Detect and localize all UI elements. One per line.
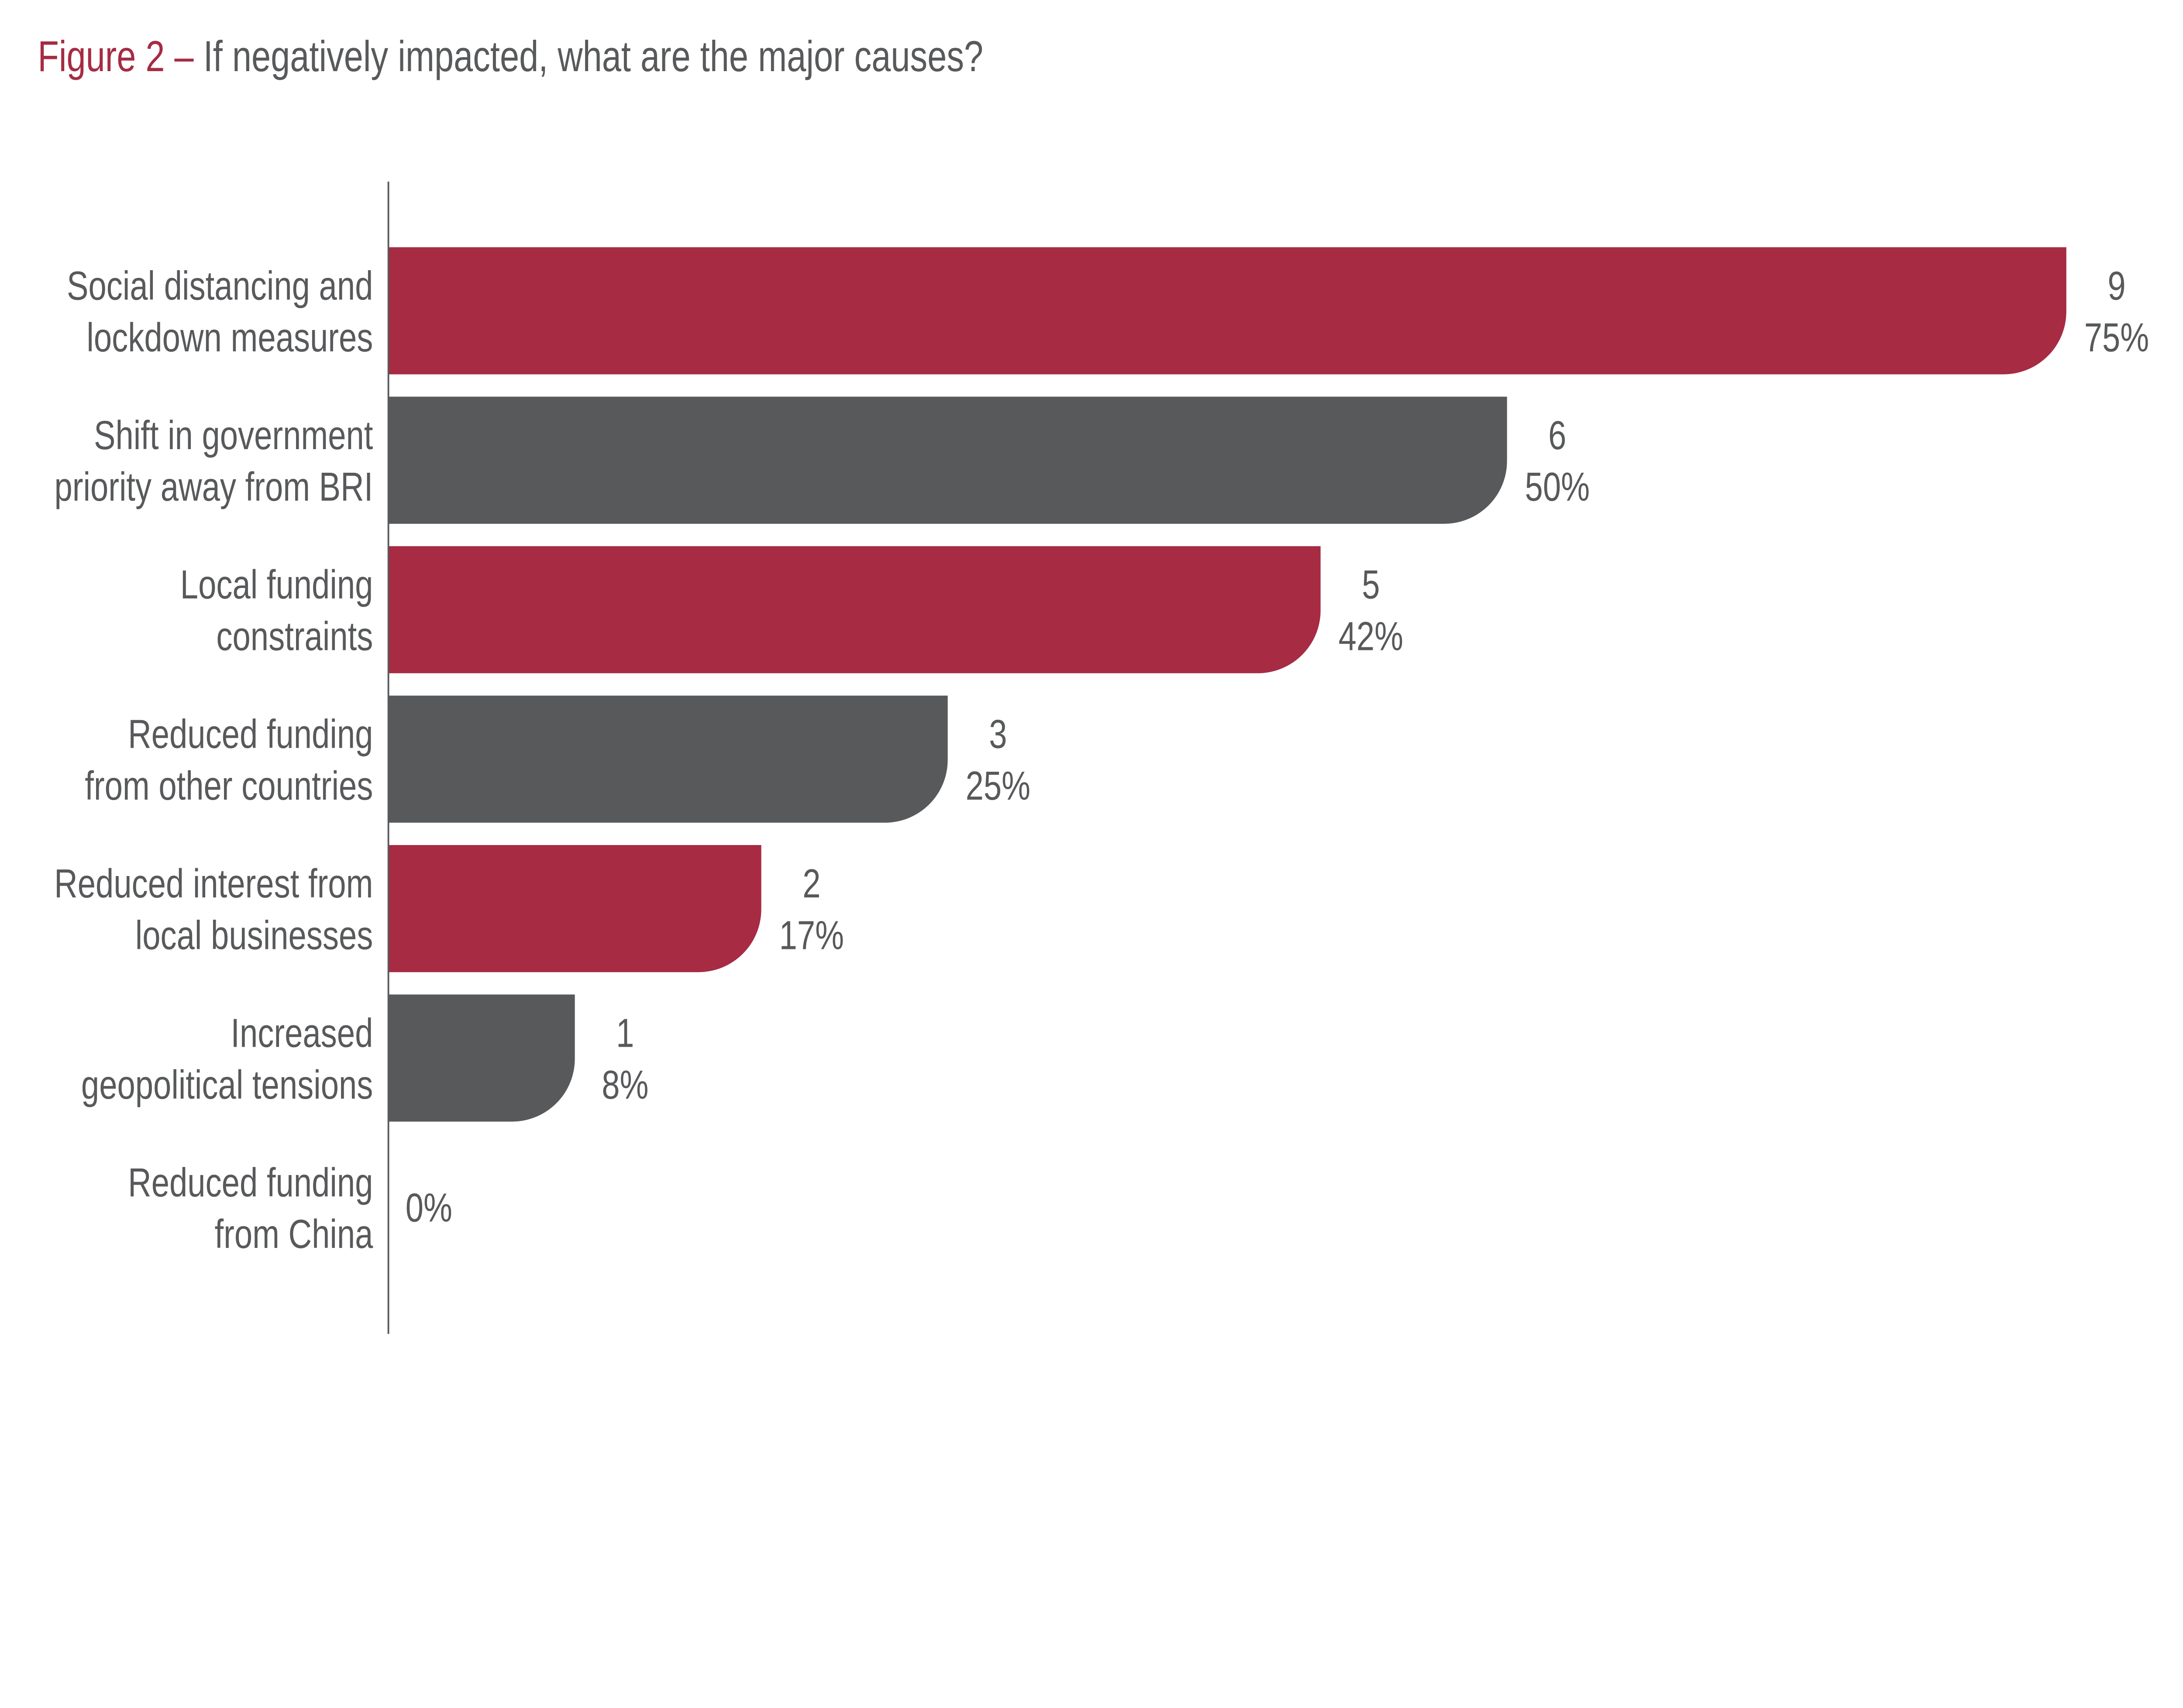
category-label: Social distancing and bbox=[67, 263, 373, 308]
bars-group: Social distancing and lockdown measures 9 7… bbox=[54, 247, 2149, 1257]
bar bbox=[388, 695, 948, 823]
bar-chart: Figure 2 – If negatively impacted, what … bbox=[38, 32, 2149, 1334]
bar-row: Increased geopolitical tensions 1 8% bbox=[81, 994, 648, 1122]
category-label: local businesses bbox=[135, 912, 373, 958]
percent-label: 50% bbox=[1525, 464, 1590, 509]
bar bbox=[388, 546, 1321, 674]
category-label: Reduced interest from bbox=[54, 861, 373, 906]
value-label: 5 bbox=[1362, 562, 1380, 607]
value-label: 3 bbox=[989, 711, 1007, 757]
bar bbox=[388, 845, 761, 973]
bar-row: Reduced funding from other countries 3 25% bbox=[85, 695, 1030, 823]
category-label: Shift in government bbox=[94, 412, 373, 458]
percent-label: 8% bbox=[602, 1062, 648, 1107]
category-label: geopolitical tensions bbox=[81, 1062, 373, 1107]
title-prefix: Figure 2 – bbox=[38, 32, 194, 81]
value-label: 9 bbox=[2107, 263, 2125, 308]
value-label: 6 bbox=[1548, 412, 1566, 458]
percent-label: 0% bbox=[406, 1185, 452, 1230]
category-label: from other countries bbox=[85, 763, 373, 808]
value-label: 2 bbox=[802, 861, 820, 906]
bar-row: Reduced funding from China 0% bbox=[128, 1160, 452, 1257]
category-label: lockdown measures bbox=[86, 315, 373, 360]
category-label: constraints bbox=[216, 614, 373, 659]
percent-label: 75% bbox=[2084, 315, 2149, 360]
title-text: If negatively impacted, what are the maj… bbox=[203, 32, 983, 81]
percent-label: 42% bbox=[1339, 614, 1403, 659]
bar-row: Reduced interest from local businesses 2 17… bbox=[54, 845, 844, 973]
value-label: 1 bbox=[616, 1010, 634, 1055]
chart-title: Figure 2 – If negatively impacted, what … bbox=[38, 32, 983, 81]
bar-row: Local funding constraints 5 42% bbox=[180, 546, 1403, 674]
percent-label: 17% bbox=[779, 912, 844, 958]
category-label: from China bbox=[215, 1211, 373, 1257]
category-label: Reduced funding bbox=[128, 1160, 373, 1205]
percent-label: 25% bbox=[966, 763, 1030, 808]
category-label: Local funding bbox=[180, 562, 373, 607]
bar bbox=[388, 396, 1507, 524]
bar bbox=[388, 247, 2066, 375]
bar bbox=[388, 994, 575, 1122]
bar-row: Social distancing and lockdown measures 9 7… bbox=[67, 247, 2149, 375]
category-label: priority away from BRI bbox=[54, 464, 373, 509]
category-label: Reduced funding bbox=[128, 711, 373, 757]
category-label: Increased bbox=[231, 1010, 373, 1055]
bar-row: Shift in government priority away from BR… bbox=[54, 396, 1590, 524]
